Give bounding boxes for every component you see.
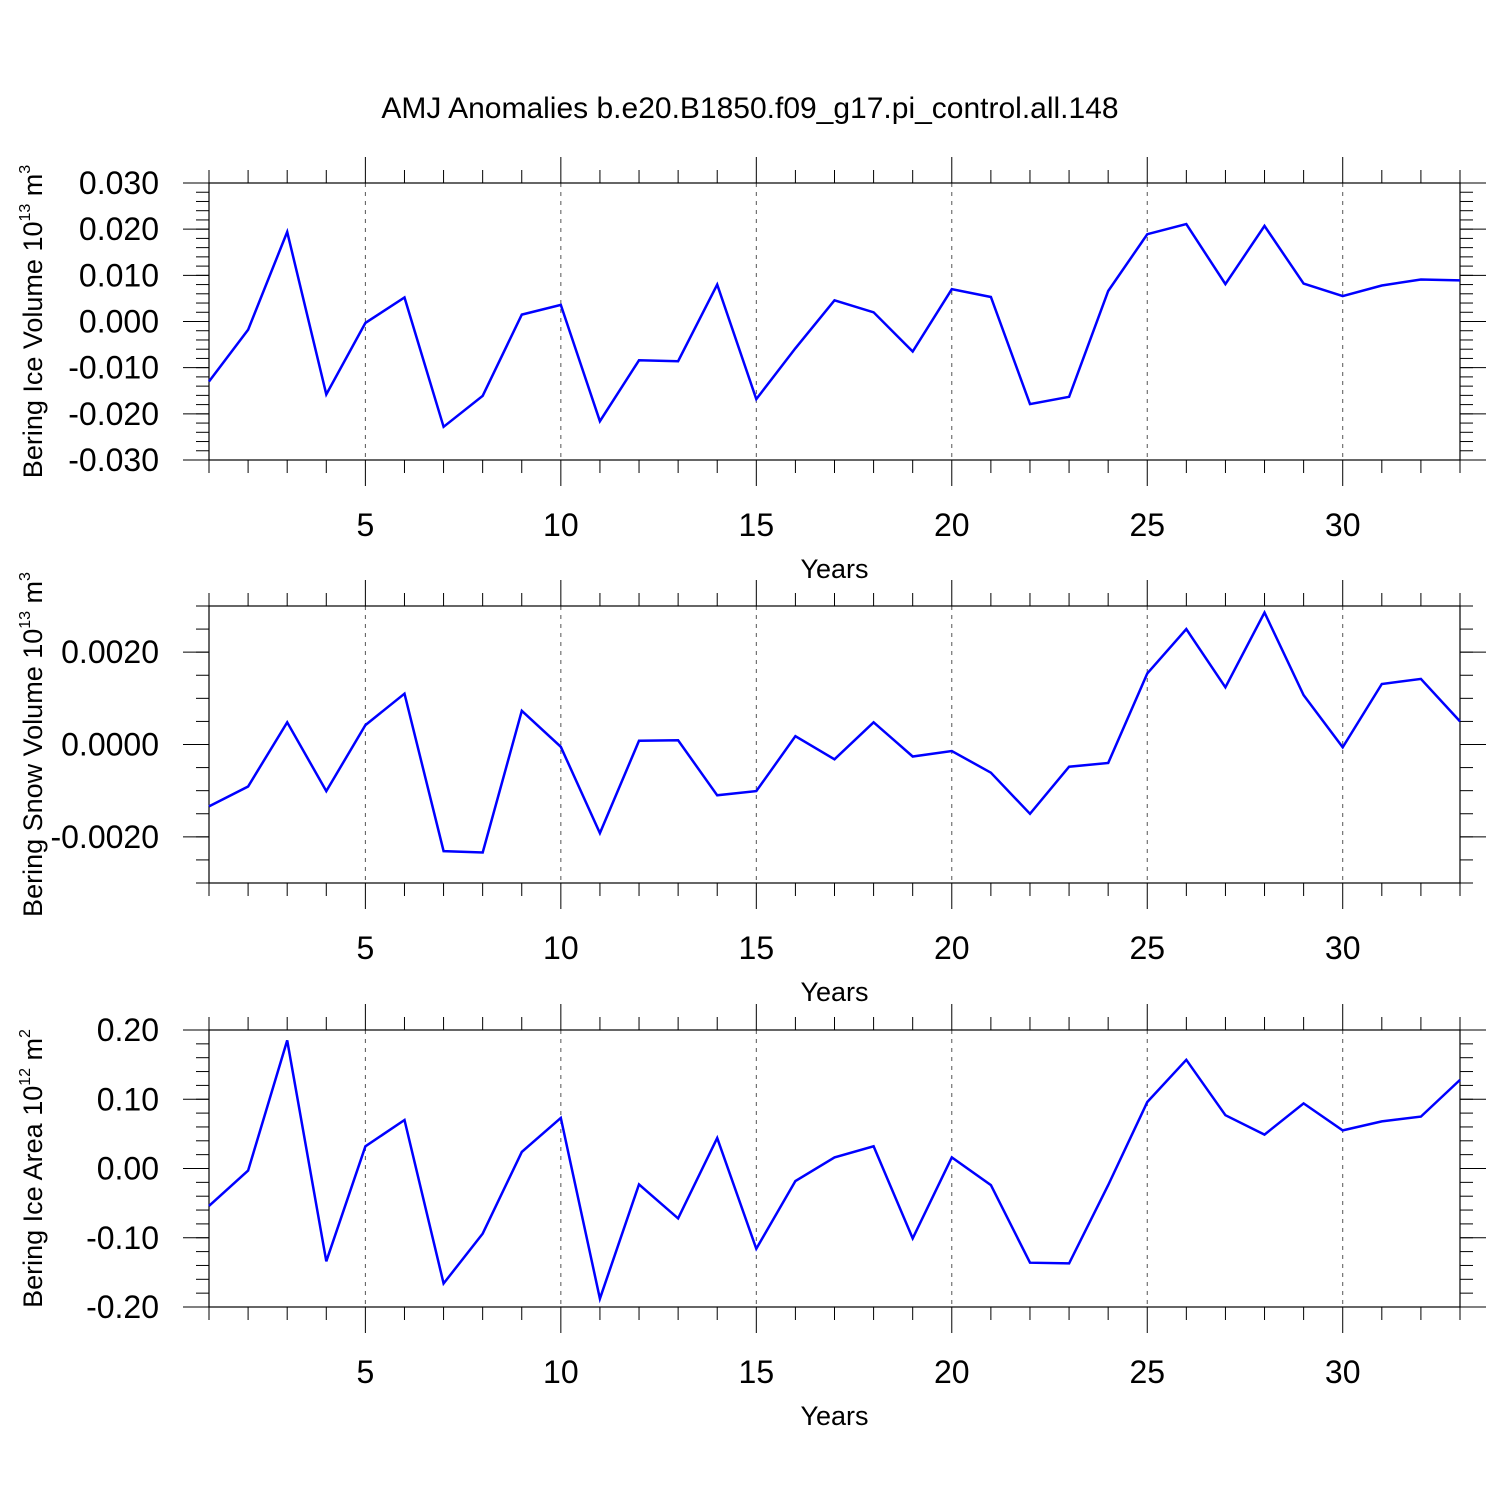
x-tick-label: 5 xyxy=(356,930,374,966)
y-tick-label: 0.10 xyxy=(97,1081,159,1117)
x-tick-label: 5 xyxy=(356,507,374,543)
x-tick-label: 30 xyxy=(1325,1354,1361,1390)
x-tick-label: 10 xyxy=(543,507,579,543)
x-tick-label: 5 xyxy=(356,1354,374,1390)
plot-frame xyxy=(208,605,1461,884)
x-tick-label: 15 xyxy=(739,930,775,966)
plot-frame xyxy=(208,1029,1461,1308)
series-line xyxy=(208,609,1461,854)
x-tick-label: 25 xyxy=(1129,1354,1165,1390)
x-tick-label: 30 xyxy=(1325,930,1361,966)
y-axis-label: Bering Snow Volume 1013 m3 xyxy=(17,572,48,917)
y-tick-label: 0.20 xyxy=(97,1012,159,1048)
panel-2: -0.0020 0.0000 0.0020 5 10 15 20 25 30 Years Berin… xyxy=(17,572,1486,1007)
x-axis-label: Years xyxy=(800,977,868,1007)
plot-frame xyxy=(208,182,1461,461)
panels: -0.030 -0.020 -0.010 0.000 0.010 0.020 0.030 5 1… xyxy=(17,157,1486,1431)
x-axis-label: Years xyxy=(800,1401,868,1431)
y-tick-label: 0.0000 xyxy=(61,727,159,763)
panel-1: -0.030 -0.020 -0.010 0.000 0.010 0.020 0.030 5 1… xyxy=(17,157,1486,584)
y-tick-label: -0.030 xyxy=(68,442,159,478)
y-tick-label: -0.0020 xyxy=(50,819,159,855)
y-tick-label: -0.20 xyxy=(86,1289,159,1325)
x-tick-label: 15 xyxy=(739,507,775,543)
x-tick-label: 10 xyxy=(543,930,579,966)
y-tick-label: -0.020 xyxy=(68,396,159,432)
y-tick-label: 0.020 xyxy=(79,211,159,247)
figure-title: AMJ Anomalies b.e20.B1850.f09_g17.pi_con… xyxy=(381,92,1118,125)
y-tick-label: 0.030 xyxy=(79,165,159,201)
x-tick-label: 10 xyxy=(543,1354,579,1390)
x-tick-label: 25 xyxy=(1129,507,1165,543)
x-tick-label: 20 xyxy=(934,507,970,543)
y-tick-label: 0.00 xyxy=(97,1151,159,1187)
y-axis-label: Bering Ice Area 1012 m2 xyxy=(17,1029,48,1308)
y-tick-label: -0.10 xyxy=(86,1220,159,1256)
y-axis-label: Bering Ice Volume 1013 m3 xyxy=(17,165,48,478)
x-tick-label: 15 xyxy=(739,1354,775,1390)
x-tick-label: 25 xyxy=(1129,930,1165,966)
series-line xyxy=(208,1040,1461,1304)
y-tick-label: 0.010 xyxy=(79,257,159,293)
series-line xyxy=(208,222,1461,429)
x-tick-label: 30 xyxy=(1325,507,1361,543)
x-tick-label: 20 xyxy=(934,1354,970,1390)
x-tick-label: 20 xyxy=(934,930,970,966)
x-axis-label: Years xyxy=(800,554,868,584)
y-tick-label: 0.0020 xyxy=(61,634,159,670)
y-tick-label: 0.000 xyxy=(79,304,159,340)
panel-3: -0.20 -0.10 0.00 0.10 0.20 5 10 15 20 25 30 Years Be… xyxy=(17,1004,1486,1431)
y-tick-label: -0.010 xyxy=(68,350,159,386)
